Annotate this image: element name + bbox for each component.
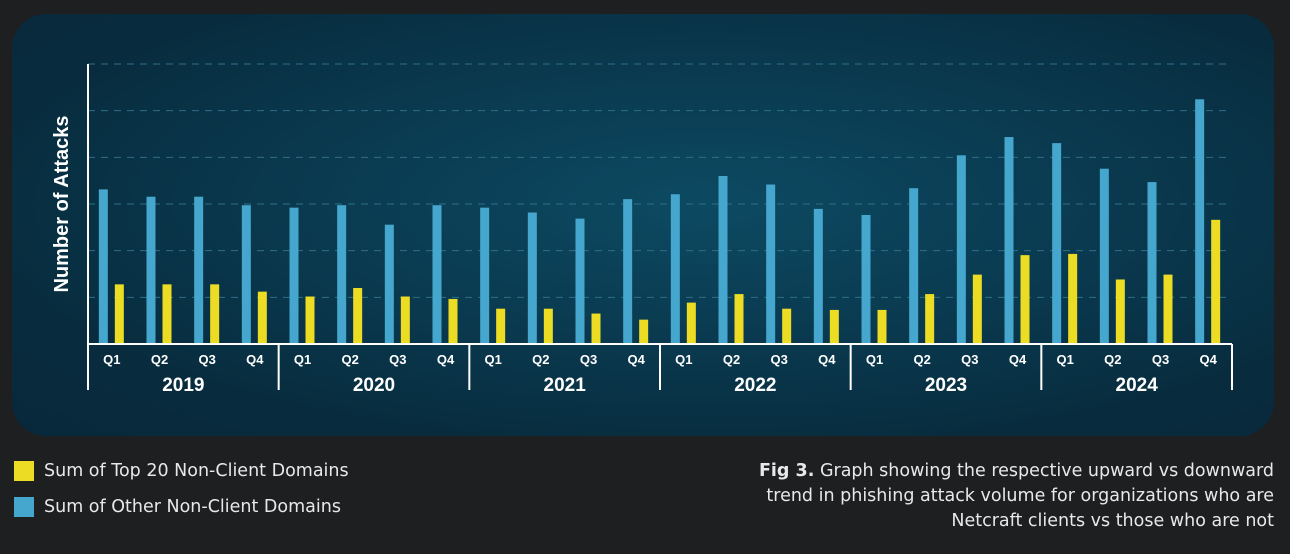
bar-other — [956, 155, 966, 344]
x-tick-label: Q4 — [437, 352, 455, 367]
bar-top20 — [305, 296, 315, 344]
bar-top20 — [1211, 219, 1221, 344]
x-tick-label: Q3 — [961, 352, 978, 367]
bar-other — [1099, 168, 1109, 344]
x-tick-label: Q2 — [913, 352, 930, 367]
x-tick-label: Q1 — [294, 352, 311, 367]
bar-other — [432, 205, 442, 344]
bar-top20 — [782, 308, 792, 344]
x-tick-label: Q3 — [770, 352, 787, 367]
bar-other — [241, 205, 251, 344]
bar-top20 — [639, 319, 649, 344]
x-tick-label: Q4 — [818, 352, 836, 367]
bar-other — [1004, 137, 1014, 344]
bar-other — [623, 199, 633, 344]
year-group-label: 2020 — [353, 375, 395, 396]
x-tick-label: Q3 — [389, 352, 406, 367]
caption-prefix: Fig 3. — [758, 461, 815, 481]
x-tick-label: Q1 — [866, 352, 883, 367]
bar-other — [194, 196, 204, 344]
year-group-label: 2019 — [162, 375, 204, 396]
legend-swatch-top20 — [14, 461, 34, 481]
bar-chart: Q1 Q2 Q3 Q4 Q1 Q2 Q3 Q4 Q1 Q2 Q3 Q4 Q1 Q2 Q3 Q4 Q1 Q2 Q3 Q4… — [51, 63, 1233, 396]
bar-top20 — [210, 284, 220, 344]
bar-top20 — [543, 308, 553, 344]
x-tick-label: Q4 — [627, 352, 645, 367]
x-tick-label: Q3 — [1152, 352, 1169, 367]
x-tick-label: Q1 — [1056, 352, 1073, 367]
x-tick-label: Q1 — [103, 352, 120, 367]
bar-other — [146, 196, 156, 344]
bar-other — [670, 194, 680, 344]
caption-text: Graph showing the respective upward vs d… — [766, 461, 1274, 531]
bar-other — [766, 184, 776, 344]
bar-other — [861, 214, 871, 344]
chart-panel: Q1 Q2 Q3 Q4 Q1 Q2 Q3 Q4 Q1 Q2 Q3 Q4 Q1 Q2 Q3 Q4 Q1 Q2 Q3 Q4… — [12, 14, 1274, 436]
x-tick-label: Q2 — [341, 352, 358, 367]
bar-other — [813, 208, 823, 344]
bar-top20 — [591, 313, 601, 344]
bar-top20 — [448, 298, 458, 344]
x-tick-label: Q2 — [151, 352, 168, 367]
x-tick-label: Q4 — [1199, 352, 1217, 367]
bar-other — [289, 207, 299, 344]
bar-top20 — [353, 288, 363, 344]
bar-other — [1195, 99, 1205, 344]
bar-top20 — [877, 309, 887, 344]
bar-other — [527, 212, 537, 344]
bar-top20 — [400, 296, 410, 344]
bar-other — [909, 188, 919, 344]
legend-label-other: Sum of Other Non-Client Domains — [44, 497, 341, 517]
year-group-label: 2021 — [544, 375, 587, 396]
figure-caption: Fig 3. Graph showing the respective upwa… — [714, 459, 1274, 534]
bar-top20 — [1115, 279, 1125, 344]
bar-top20 — [257, 291, 267, 344]
bar-top20 — [114, 284, 124, 344]
legend-label-top20: Sum of Top 20 Non-Client Domains — [44, 461, 349, 481]
bar-top20 — [686, 302, 696, 344]
bar-other — [337, 205, 347, 344]
x-tick-label: Q3 — [580, 352, 597, 367]
bar-other — [98, 189, 108, 344]
bar-top20 — [1163, 274, 1173, 344]
y-axis-label: Number of Attacks — [51, 115, 73, 292]
bar-top20 — [496, 308, 506, 344]
bar-other — [1052, 143, 1062, 344]
x-tick-label: Q2 — [723, 352, 740, 367]
bar-other — [575, 218, 585, 344]
bar-top20 — [162, 284, 172, 344]
year-group-label: 2022 — [734, 375, 776, 396]
x-tick-label: Q4 — [1009, 352, 1027, 367]
bar-top20 — [972, 274, 982, 344]
year-group-label: 2024 — [1116, 375, 1159, 396]
bar-top20 — [734, 294, 744, 344]
x-tick-label: Q4 — [246, 352, 264, 367]
bar-top20 — [829, 309, 839, 344]
axes: Q1 Q2 Q3 Q4 Q1 Q2 Q3 Q4 Q1 Q2 Q3 Q4 Q1 Q2 Q3 Q4 Q1 Q2 Q3 Q4… — [87, 64, 1233, 396]
legend-item-top20: Sum of Top 20 Non-Client Domains — [14, 461, 349, 481]
year-group-label: 2023 — [925, 375, 967, 396]
legend-item-other: Sum of Other Non-Client Domains — [14, 497, 341, 517]
bar-other — [384, 224, 394, 344]
bar-top20 — [925, 294, 935, 344]
bar-other — [718, 176, 728, 344]
bar-other — [480, 207, 490, 344]
x-tick-label: Q1 — [675, 352, 692, 367]
x-tick-label: Q1 — [484, 352, 501, 367]
bar-other — [1147, 182, 1157, 344]
legend-swatch-other — [14, 497, 34, 517]
bar-top20 — [1068, 253, 1078, 344]
x-tick-label: Q2 — [532, 352, 549, 367]
x-tick-label: Q2 — [1104, 352, 1121, 367]
bar-top20 — [1020, 255, 1030, 344]
gridlines — [88, 63, 1232, 298]
x-tick-label: Q3 — [198, 352, 215, 367]
bars — [98, 99, 1221, 344]
